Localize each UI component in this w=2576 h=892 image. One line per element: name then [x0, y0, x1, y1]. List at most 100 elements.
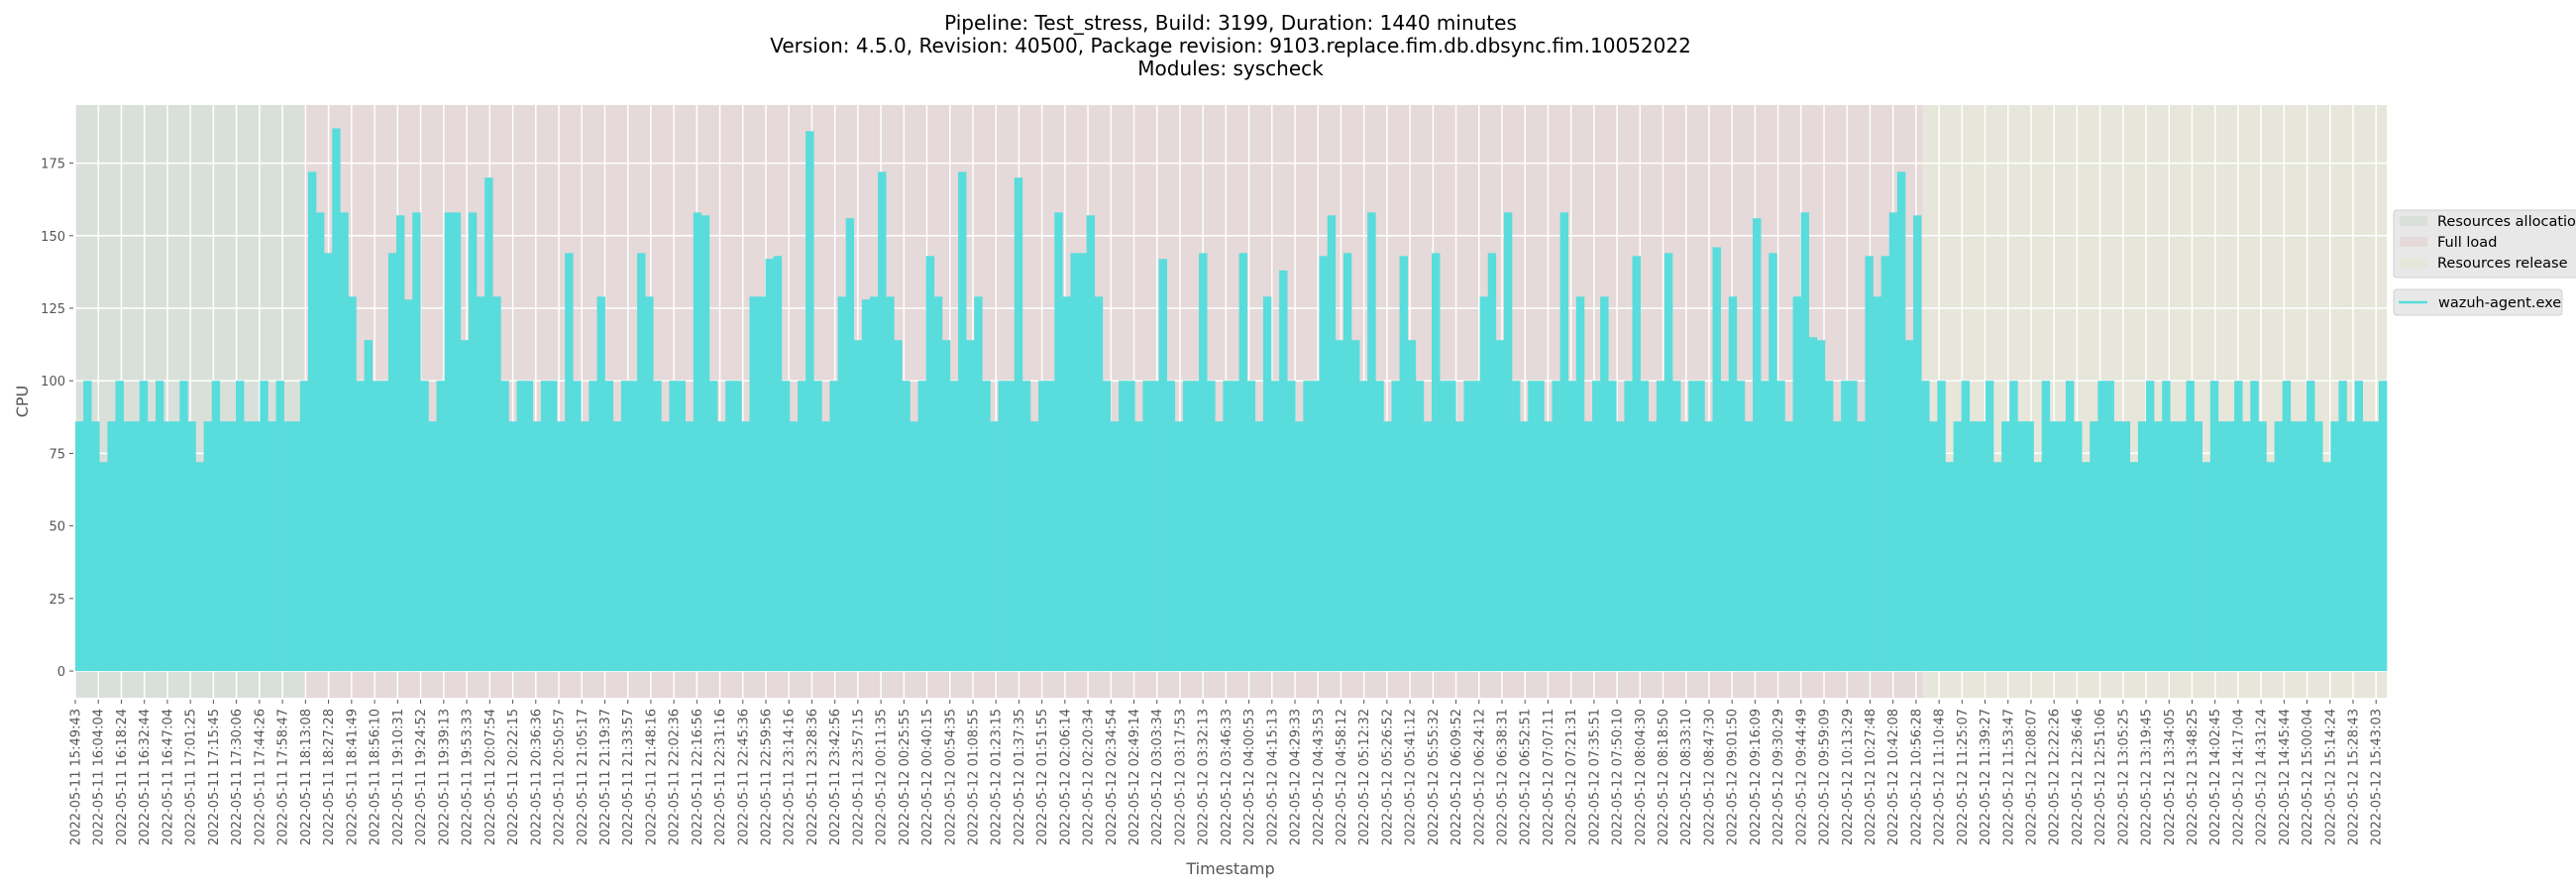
cpu-sample-bar [252, 421, 261, 672]
cpu-sample-bar [372, 381, 381, 672]
x-tick-label: 2022-05-12 01:23:15 [990, 709, 1005, 845]
cpu-sample-bar [1969, 421, 1979, 672]
cpu-sample-bar [902, 381, 911, 672]
cpu-sample-bar [2225, 421, 2235, 672]
cpu-sample-bar [1119, 381, 1127, 672]
cpu-sample-bar [1888, 212, 1898, 672]
cpu-sample-bar [1849, 381, 1858, 672]
cpu-sample-bar [2178, 421, 2187, 672]
cpu-sample-bar [2346, 421, 2355, 672]
cpu-sample-bar [1029, 421, 1039, 672]
cpu-sample-bar [2033, 462, 2042, 672]
cpu-sample-bar [1367, 212, 1376, 672]
cpu-sample-bar [1575, 296, 1585, 672]
cpu-sample-bar [1487, 253, 1497, 672]
cpu-sample-bar [1761, 381, 1770, 672]
cpu-sample-bar [685, 421, 695, 672]
cpu-sample-bar [2001, 421, 2010, 672]
x-tick-label: 2022-05-12 06:38:31 [1495, 709, 1510, 845]
cpu-sample-bar [2242, 421, 2251, 672]
cpu-sample-bar [757, 296, 766, 672]
cpu-sample-bar [2154, 421, 2163, 672]
cpu-sample-bar [2025, 421, 2034, 672]
x-tick-label: 2022-05-12 09:59:09 [1818, 709, 1833, 845]
cpu-sample-bar [1383, 421, 1392, 672]
cpu-sample-bar [2250, 381, 2259, 672]
x-tick-label: 2022-05-12 05:12:32 [1357, 709, 1372, 845]
cpu-sample-bar [604, 381, 614, 672]
cpu-sample-bar [2266, 462, 2275, 672]
cpu-sample-bar [2170, 421, 2179, 672]
cpu-sample-bar [1359, 381, 1368, 672]
cpu-sample-bar [244, 421, 253, 672]
cpu-sample-bar [1142, 381, 1151, 672]
x-tick-label: 2022-05-12 08:33:10 [1679, 709, 1694, 845]
cpu-sample-bar [540, 381, 550, 672]
cpu-sample-bar [2017, 421, 2026, 672]
cpu-sample-bar [508, 421, 517, 672]
x-tick-label: 2022-05-11 20:07:54 [483, 709, 498, 845]
x-tick-label: 2022-05-11 23:42:56 [828, 709, 843, 845]
cpu-sample-bar [291, 421, 301, 672]
cpu-sample-bar [364, 340, 374, 672]
legend-swatch-full-load [2400, 237, 2427, 247]
y-tick-label: 25 [49, 593, 65, 608]
cpu-sample-bar [1961, 381, 1971, 672]
cpu-sample-bar [677, 381, 686, 672]
x-tick-label: 2022-05-12 06:09:52 [1449, 709, 1464, 845]
cpu-sample-bar [1977, 421, 1986, 672]
cpu-sample-bar [1006, 381, 1016, 672]
cpu-sample-bar [324, 253, 333, 672]
cpu-sample-bar [821, 421, 830, 672]
cpu-sample-bar [484, 177, 493, 672]
cpu-sample-bar [693, 212, 702, 672]
cpu-sample-bar [131, 421, 141, 672]
cpu-sample-bar [171, 421, 180, 672]
cpu-sample-bar [548, 381, 558, 672]
legend-series: wazuh-agent.exe [2393, 288, 2563, 316]
cpu-sample-bar [789, 421, 799, 672]
cpu-sample-bar [798, 381, 806, 672]
x-tick-label: 2022-05-11 23:28:36 [805, 709, 820, 845]
cpu-sample-bar [886, 296, 895, 672]
x-tick-label: 2022-05-11 19:39:13 [437, 709, 452, 845]
cpu-sample-bar [1463, 381, 1472, 672]
cpu-sample-bar [1046, 381, 1055, 672]
cpu-sample-bar [1319, 256, 1329, 672]
cpu-sample-bar [725, 381, 734, 672]
cpu-sample-bar [1993, 462, 2002, 672]
cpu-sample-bar [260, 381, 268, 672]
cpu-sample-bar [1792, 296, 1801, 672]
cpu-sample-bar [717, 421, 726, 672]
y-tick-label: 125 [41, 302, 65, 317]
x-tick-label: 2022-05-12 15:14:24 [2323, 709, 2338, 845]
cpu-sample-bar [460, 340, 470, 672]
cpu-sample-bar [187, 421, 196, 672]
x-tick-label: 2022-05-12 00:54:35 [943, 709, 958, 845]
cpu-sample-bar [1150, 381, 1159, 672]
cpu-sample-bar [998, 381, 1007, 672]
x-tick-label: 2022-05-11 23:14:16 [783, 709, 798, 845]
cpu-sample-bar [516, 381, 525, 672]
cpu-sample-bar [179, 381, 188, 672]
cpu-sample-bar [1753, 218, 1762, 672]
cpu-sample-bar [878, 171, 887, 672]
cpu-sample-bar [958, 171, 967, 672]
cpu-sample-bar [741, 421, 750, 672]
cpu-sample-bar [765, 259, 775, 672]
x-tick-label: 2022-05-12 03:17:53 [1173, 709, 1188, 845]
cpu-sample-bar [1567, 381, 1577, 672]
x-tick-label: 2022-05-12 12:22:26 [2048, 709, 2063, 845]
cpu-sample-bar [2074, 421, 2083, 672]
cpu-sample-bar [1696, 381, 1705, 672]
cpu-sample-bar [1223, 381, 1232, 672]
cpu-sample-bar [1495, 340, 1505, 672]
x-tick-label: 2022-05-12 02:06:14 [1058, 709, 1073, 845]
cpu-sample-bar [1038, 381, 1047, 672]
cpu-sample-bar [2009, 381, 2018, 672]
chart-title-line-3: Modules: syscheck [1137, 56, 1324, 80]
x-tick-label: 2022-05-12 02:20:34 [1082, 709, 1097, 845]
cpu-sample-bar [2217, 421, 2227, 672]
cpu-sample-bar [1664, 253, 1673, 672]
cpu-sample-bar [452, 212, 462, 672]
